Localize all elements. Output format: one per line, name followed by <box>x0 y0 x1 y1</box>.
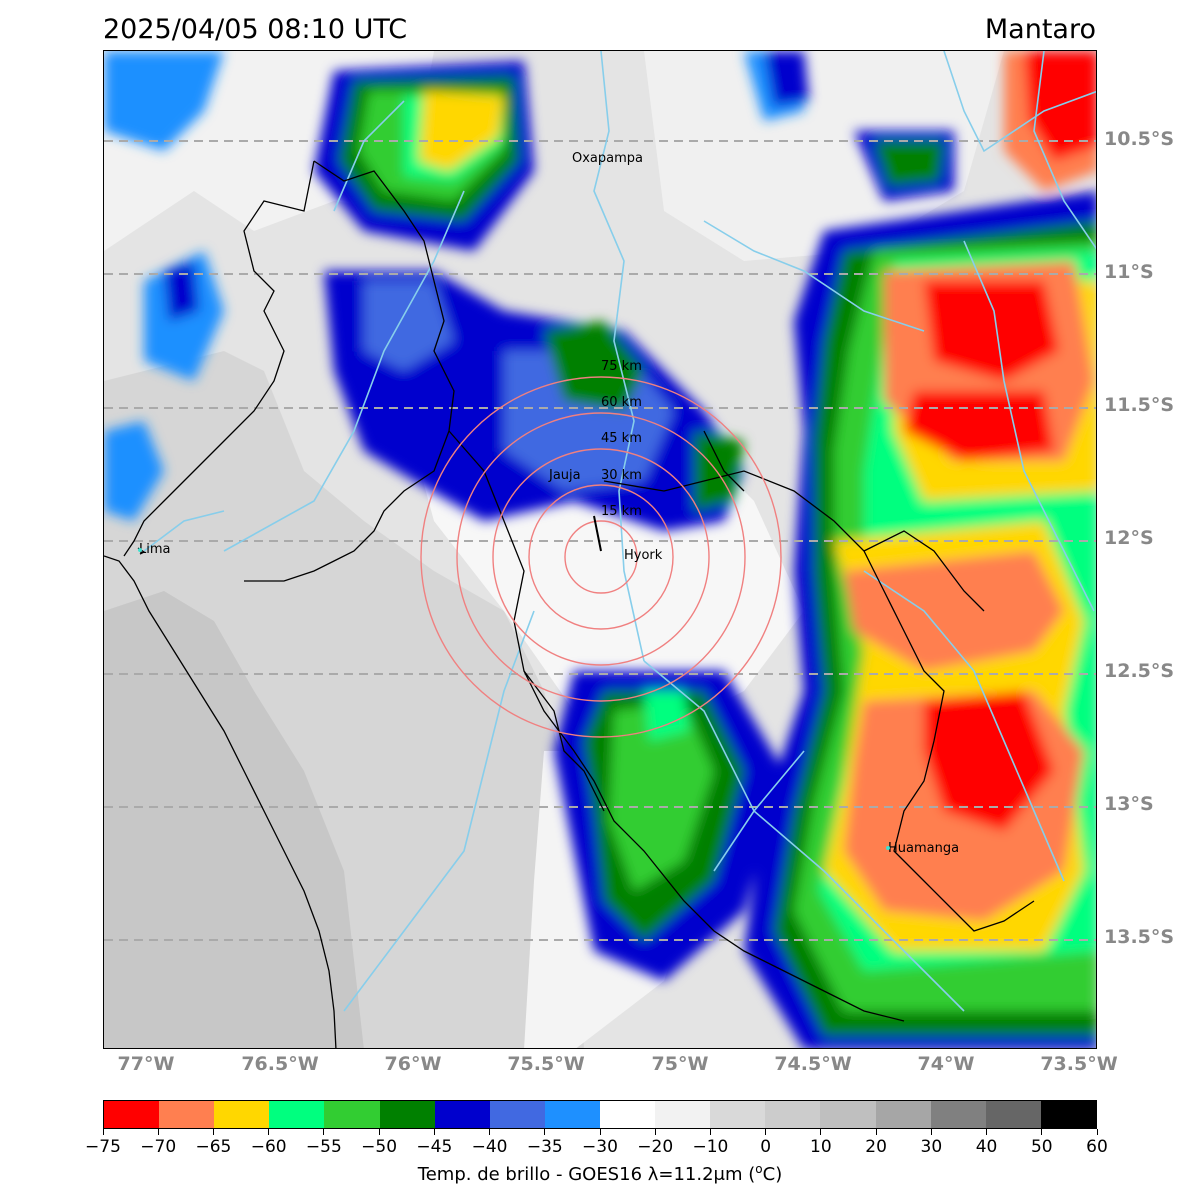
colorbar-tick <box>489 1129 491 1135</box>
lon-label-75: 75°W <box>651 1053 709 1075</box>
colorbar-swatch <box>544 1101 600 1128</box>
colorbar-tick <box>654 1129 656 1135</box>
map-canvas: 75 km 60 km 45 km 30 km 15 km Oxapampa L… <box>104 51 1096 1048</box>
colorbar-tick <box>268 1129 270 1135</box>
colorbar-tick-label: −35 <box>526 1137 563 1157</box>
colorbar-tick-label: 30 <box>920 1137 943 1157</box>
region-title: Mantaro <box>984 14 1096 45</box>
timestamp-title: 2025/04/05 08:10 UTC <box>103 14 408 45</box>
colorbar-swatch <box>875 1101 931 1128</box>
colorbar-tick <box>1096 1129 1098 1135</box>
satellite-map[interactable]: 75 km 60 km 45 km 30 km 15 km Oxapampa L… <box>103 50 1097 1049</box>
colorbar-tick-label: −20 <box>637 1137 674 1157</box>
colorbar-swatch <box>489 1101 545 1128</box>
political-borders <box>104 160 1035 1048</box>
colorbar-swatch <box>379 1101 435 1128</box>
colorbar-tick <box>599 1129 601 1135</box>
lat-label-13: 13°S <box>1104 793 1154 815</box>
colorbar-tick-label: 50 <box>1030 1137 1053 1157</box>
place-label-lima: Lima <box>139 542 170 557</box>
colorbar-tick-label: 60 <box>1086 1137 1108 1157</box>
colorbar-tick <box>323 1129 325 1135</box>
colorbar-tick <box>875 1129 877 1135</box>
temperature-colorbar <box>103 1100 1097 1129</box>
colorbar-swatch <box>930 1101 986 1128</box>
colorbar-tick-label: 20 <box>865 1137 887 1157</box>
colorbar-tick-label: −75 <box>85 1137 121 1157</box>
colorbar-tick-label: −50 <box>361 1137 398 1157</box>
colorbar-tick-label: −40 <box>471 1137 508 1157</box>
ring-label-30: 30 km <box>601 468 642 483</box>
huamanga-marker-icon <box>886 846 890 850</box>
colorbar-tick-label: 0 <box>760 1137 772 1157</box>
ring-label-15: 15 km <box>601 504 642 519</box>
place-label-huamanga: Huamanga <box>888 841 959 856</box>
lon-label-76-5: 76.5°W <box>241 1053 319 1075</box>
lon-label-74-5: 74.5°W <box>774 1053 852 1075</box>
colorbar-swatch <box>324 1101 380 1128</box>
colorbar-tick <box>986 1129 988 1135</box>
colorbar-tick-label: −45 <box>416 1137 453 1157</box>
colorbar-tick-label: 10 <box>810 1137 832 1157</box>
colorbar-tick-label: 40 <box>975 1137 998 1157</box>
lon-label-74: 74°W <box>917 1053 975 1075</box>
ring-label-60: 60 km <box>601 395 642 410</box>
lat-label-12-5: 12.5°S <box>1104 660 1175 682</box>
colorbar-tick <box>930 1129 932 1135</box>
place-label-hyork: Hyork <box>624 548 663 563</box>
white-cloud-north <box>644 51 1004 261</box>
colorbar-tick-label: −65 <box>195 1137 232 1157</box>
lat-label-12: 12°S <box>1104 527 1154 549</box>
colorbar-swatch <box>214 1101 270 1128</box>
rivers <box>143 51 1096 1012</box>
place-label-oxapampa: Oxapampa <box>572 151 643 166</box>
latitude-gridlines <box>104 140 1096 941</box>
colorbar-swatch <box>655 1101 711 1128</box>
colorbar-swatch <box>104 1101 160 1128</box>
lat-label-10-5: 10.5°S <box>1104 128 1175 150</box>
colorbar-tick <box>765 1129 767 1135</box>
colorbar-swatch <box>269 1101 325 1128</box>
colorbar-tick <box>378 1129 380 1135</box>
range-rings <box>420 376 782 738</box>
colorbar-tick-label: −30 <box>582 1137 618 1157</box>
colorbar-tick <box>157 1129 159 1135</box>
colorbar-tick <box>544 1129 546 1135</box>
colorbar-tick-label: −10 <box>692 1137 729 1157</box>
grey-ocean-zone <box>104 591 364 1048</box>
lon-label-77: 77°W <box>117 1053 175 1075</box>
colorbar-tick <box>709 1129 711 1135</box>
colorbar-tick-label: −60 <box>250 1137 287 1157</box>
colorbar-tick <box>1041 1129 1043 1135</box>
colorbar-tick <box>433 1129 435 1135</box>
place-label-jauja: Jauja <box>548 468 581 483</box>
colorbar-title: Temp. de brillo - GOES16 λ=11.2μm (oC) <box>417 1162 783 1185</box>
radar-beam-line <box>593 515 602 552</box>
colorbar-swatch <box>434 1101 490 1128</box>
colorbar-tick <box>212 1129 214 1135</box>
colorbar-tick <box>102 1129 104 1135</box>
colorbar-swatch <box>159 1101 215 1128</box>
lon-label-76: 76°W <box>384 1053 442 1075</box>
colorbar-tick-label: −70 <box>140 1137 177 1157</box>
colorbar-swatch <box>765 1101 821 1128</box>
lat-label-11-5: 11.5°S <box>1104 394 1175 416</box>
ring-label-75: 75 km <box>601 359 642 374</box>
colorbar-swatch <box>820 1101 876 1128</box>
ring-label-45: 45 km <box>601 431 642 446</box>
colorbar-swatch <box>1040 1101 1096 1128</box>
lon-label-75-5: 75.5°W <box>507 1053 585 1075</box>
colorbar-tick-label: −55 <box>305 1137 342 1157</box>
lat-label-11: 11°S <box>1104 261 1154 283</box>
colorbar-swatch <box>599 1101 656 1128</box>
colorbar-swatch <box>710 1101 766 1128</box>
lon-label-73-5: 73.5°W <box>1040 1053 1118 1075</box>
lat-label-13-5: 13.5°S <box>1104 926 1175 948</box>
colorbar-tick <box>820 1129 822 1135</box>
lima-marker-icon <box>138 548 142 552</box>
colorbar-swatch <box>985 1101 1041 1128</box>
